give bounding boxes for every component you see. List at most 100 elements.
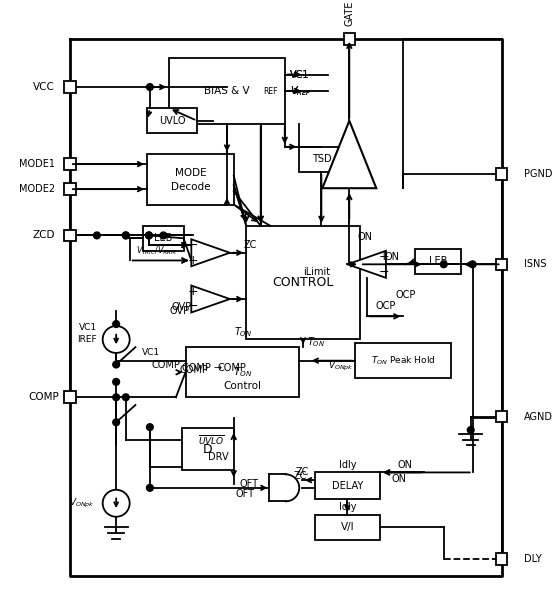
Text: $V_{ONpk}$: $V_{ONpk}$ [328, 360, 354, 373]
Text: VC1: VC1 [142, 349, 160, 358]
Text: −: − [379, 266, 389, 279]
Text: $V_{REF}$: $V_{REF}$ [290, 84, 311, 98]
Text: $T_{ON}$ Peak Hold: $T_{ON}$ Peak Hold [371, 355, 435, 367]
Bar [343, 33, 355, 45]
Bar [64, 392, 76, 403]
Text: BIAS & V: BIAS & V [204, 86, 250, 96]
Text: MODE1: MODE1 [19, 159, 55, 169]
Text: PGND: PGND [524, 169, 552, 178]
Bar [143, 226, 183, 251]
Circle shape [102, 326, 130, 353]
Bar [496, 411, 507, 422]
Bar [169, 58, 285, 124]
Text: COMP: COMP [217, 363, 246, 373]
Text: OVP: OVP [170, 306, 189, 316]
Text: Decode: Decode [171, 182, 210, 192]
Circle shape [160, 232, 167, 239]
Text: UVLO: UVLO [159, 116, 185, 126]
Text: DELAY: DELAY [332, 481, 363, 491]
Text: GATE: GATE [345, 1, 355, 27]
Text: VCC: VCC [33, 82, 55, 92]
Text: LEB: LEB [154, 233, 172, 243]
Text: $V_{TRIC}/V_{ARM}$: $V_{TRIC}/V_{ARM}$ [136, 244, 177, 257]
Circle shape [122, 232, 129, 239]
Text: +: + [379, 250, 389, 263]
Circle shape [113, 379, 120, 385]
Bar [496, 553, 507, 565]
Text: ZC: ZC [243, 240, 257, 250]
Bar [147, 154, 234, 204]
Text: VC1: VC1 [290, 70, 309, 80]
Text: Control: Control [223, 380, 261, 391]
Text: $T_{ON}$: $T_{ON}$ [307, 336, 325, 349]
Text: COMP →: COMP → [182, 363, 222, 373]
Circle shape [122, 232, 129, 239]
Text: $T_{ON}$: $T_{ON}$ [234, 326, 253, 339]
Bar [315, 472, 380, 499]
Text: TSD: TSD [311, 154, 331, 164]
Polygon shape [347, 251, 386, 278]
Text: OFT: OFT [240, 479, 259, 489]
Bar [64, 158, 76, 170]
Circle shape [102, 490, 130, 517]
Text: +: + [188, 254, 198, 267]
Circle shape [146, 485, 153, 491]
Bar [496, 259, 507, 270]
Text: −: − [188, 300, 198, 313]
Circle shape [469, 261, 476, 267]
Text: COMP: COMP [28, 392, 59, 402]
Text: ZCD: ZCD [33, 230, 55, 240]
Text: VC1: VC1 [290, 70, 309, 80]
Text: OCP: OCP [376, 301, 396, 311]
Bar [64, 81, 76, 93]
Text: CONTROL: CONTROL [273, 276, 334, 289]
Text: $V_{ONpk}$: $V_{ONpk}$ [69, 497, 95, 510]
Text: ON: ON [392, 474, 407, 484]
Polygon shape [322, 121, 376, 188]
Circle shape [113, 320, 120, 327]
Text: OVP: OVP [171, 302, 191, 312]
Text: LEB: LEB [429, 256, 447, 266]
Polygon shape [191, 239, 230, 266]
Text: ON: ON [398, 459, 413, 469]
Circle shape [146, 232, 152, 239]
Bar [147, 108, 197, 133]
Text: MODE2: MODE2 [19, 184, 55, 194]
Text: Idly: Idly [338, 459, 356, 469]
Text: DLY: DLY [524, 554, 541, 564]
Text: Idly: Idly [338, 502, 356, 512]
Bar [186, 347, 299, 397]
Circle shape [113, 394, 120, 401]
Circle shape [468, 426, 474, 434]
Text: +: + [188, 285, 198, 298]
Bar [64, 230, 76, 241]
Circle shape [113, 419, 120, 426]
Text: iLimit: iLimit [303, 267, 330, 277]
Text: V/I: V/I [341, 522, 354, 532]
Bar [355, 343, 452, 378]
Text: ZC: ZC [294, 471, 307, 481]
Bar [496, 168, 507, 180]
Text: $T_{ON}$: $T_{ON}$ [233, 365, 252, 379]
Circle shape [94, 232, 100, 239]
Circle shape [122, 394, 129, 401]
Bar [246, 226, 360, 339]
Text: ON: ON [384, 252, 399, 262]
Text: COMP: COMP [152, 359, 181, 369]
Text: VC1: VC1 [79, 323, 97, 332]
Text: OFT: OFT [236, 489, 255, 499]
Text: −: − [188, 239, 198, 252]
Text: DRV: DRV [208, 452, 228, 462]
Circle shape [146, 232, 152, 239]
Text: $V_{REF}$: $V_{REF}$ [290, 84, 311, 98]
Text: IREF: IREF [77, 335, 97, 344]
Text: AGND: AGND [524, 412, 553, 422]
Text: OCP: OCP [396, 290, 416, 300]
Bar [299, 147, 343, 172]
Text: D: D [203, 443, 213, 456]
Text: ON: ON [357, 232, 372, 242]
Bar [315, 515, 380, 540]
Polygon shape [191, 286, 230, 313]
Circle shape [113, 361, 120, 368]
Text: COMP: COMP [180, 365, 209, 375]
